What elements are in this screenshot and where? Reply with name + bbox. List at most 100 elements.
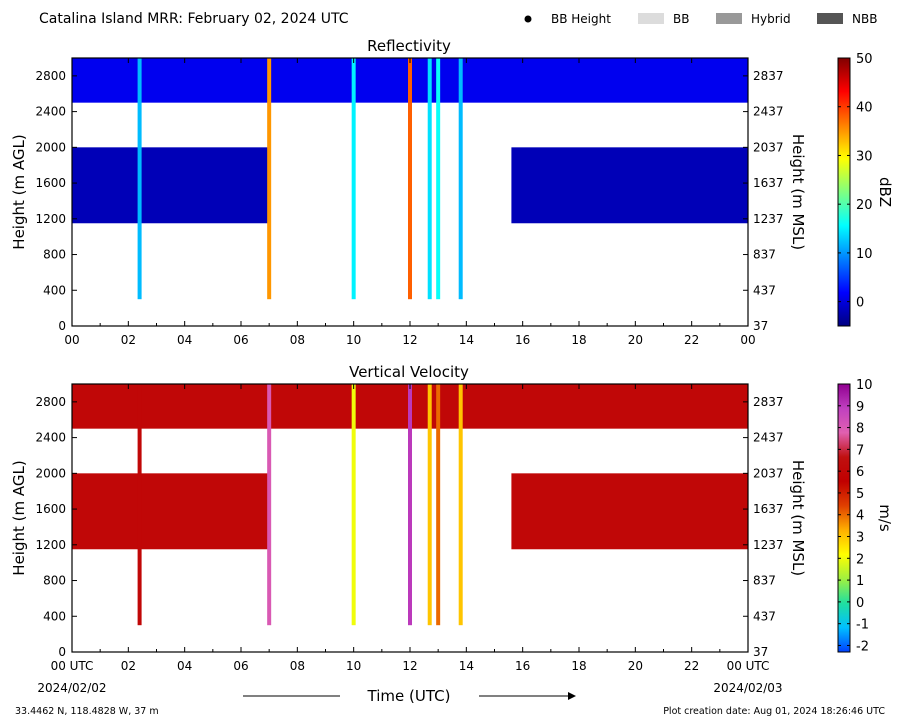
- precip-column-1: [267, 384, 272, 626]
- x-tick-label: 02: [121, 333, 136, 347]
- x-tick-label: 16: [515, 333, 530, 347]
- precip-column-2: [351, 58, 356, 300]
- x-tick-label: 12: [402, 659, 417, 673]
- echo-layer-1: [72, 473, 270, 550]
- colorbar-tick-label: -1: [856, 618, 869, 633]
- colorbar-tick-label: 0: [856, 596, 864, 611]
- vertical-velocity-ylabel-left: Height (m AGL): [10, 460, 28, 575]
- precip-column-5: [436, 58, 441, 300]
- legend-bb-swatch: [638, 13, 664, 24]
- reflectivity-ylabel-left: Height (m AGL): [10, 134, 28, 249]
- vertical-velocity-ylabel-right: Height (m MSL): [789, 460, 807, 576]
- x-tick-label: 04: [177, 333, 192, 347]
- reflectivity-colorbar-label: dBZ: [876, 177, 894, 207]
- colorbar-gradient: [837, 57, 851, 327]
- colorbar-tick-label: 30: [856, 149, 873, 164]
- x-tick-label: 02: [121, 659, 136, 673]
- y-tick-label: 2000: [35, 140, 66, 154]
- legend-hybrid-label: Hybrid: [751, 12, 791, 26]
- vertical-velocity-panel: Vertical Velocity 00 UTC 02 04 06 08 10 12 14 16…: [10, 363, 894, 673]
- legend-bb-label: BB: [673, 12, 689, 26]
- colorbar-tick-label: 10: [856, 247, 873, 262]
- colorbar-tick-label: 6: [856, 465, 864, 480]
- y-tick-label-right: 2837: [753, 395, 784, 409]
- x-tick-label: 06: [233, 333, 248, 347]
- x-tick-label: 22: [684, 659, 699, 673]
- y-tick-label-right: 1237: [753, 538, 784, 552]
- y-tick-label: 0: [58, 319, 66, 333]
- y-tick-label-right: 2437: [753, 105, 784, 119]
- colorbar-tick-label: 50: [856, 52, 873, 67]
- reflectivity-colorbar: 0 10 20 30 40 50: [837, 52, 873, 327]
- legend-nbb-swatch: [817, 13, 843, 24]
- colorbar-tick-label: 7: [856, 443, 864, 458]
- y-tick-label: 1200: [35, 538, 66, 552]
- colorbar-tick-label: 0: [856, 296, 864, 311]
- y-tick-label-right: 37: [753, 645, 768, 659]
- precip-column-1: [267, 58, 272, 300]
- precip-column-3: [408, 58, 412, 300]
- time-axis-label: Time (UTC): [367, 687, 451, 705]
- y-tick-label-right: 2437: [753, 431, 784, 445]
- reflectivity-data: [72, 58, 748, 300]
- x-tick-label: 18: [571, 333, 586, 347]
- y-tick-label-right: 437: [753, 609, 776, 623]
- x-tick-label: 00 UTC: [727, 659, 770, 673]
- precip-column-3: [408, 384, 412, 626]
- colorbar-tick-label: 40: [856, 101, 873, 116]
- echo-layer-2: [511, 473, 748, 550]
- precip-column-6: [458, 384, 463, 626]
- x-tick-label: 00: [740, 333, 755, 347]
- precip-column-0: [137, 58, 142, 300]
- vertical-velocity-colorbar-label: m/s: [876, 504, 894, 532]
- colorbar-tick-label: 2: [856, 552, 864, 567]
- legend-hybrid-swatch: [716, 13, 742, 24]
- precip-column-0: [137, 384, 142, 626]
- x-tick-label: 18: [571, 659, 586, 673]
- colorbar-tick-label: 1: [856, 574, 864, 589]
- colorbar-tick-label: 5: [856, 487, 864, 502]
- y-tick-label-right: 1637: [753, 176, 784, 190]
- y-tick-label: 400: [43, 283, 66, 297]
- colorbar-gradient: [837, 383, 851, 653]
- precip-column-5: [436, 384, 441, 626]
- legend-nbb-label: NBB: [852, 12, 877, 26]
- figure-title: Catalina Island MRR: February 02, 2024 U…: [39, 11, 349, 27]
- y-tick-label-right: 37: [753, 319, 768, 333]
- legend: BB Height BB Hybrid NBB: [524, 12, 877, 26]
- x-tick-label: 12: [402, 333, 417, 347]
- x-tick-label: 14: [459, 333, 474, 347]
- vertical-velocity-colorbar: -2 -1 0 1 2 3 4 5 6 7 8 9 10: [837, 378, 873, 654]
- y-tick-label: 2800: [35, 395, 66, 409]
- colorbar-tick-label: 8: [856, 422, 864, 437]
- legend-bb-height-label: BB Height: [551, 12, 611, 26]
- precip-column-4: [427, 384, 432, 626]
- y-tick-label: 2400: [35, 105, 66, 119]
- y-tick-label-right: 1237: [753, 212, 784, 226]
- x-tick-label: 04: [177, 659, 192, 673]
- x-tick-label: 00: [64, 333, 79, 347]
- colorbar-tick-label: -2: [856, 639, 869, 654]
- reflectivity-ylabel-right: Height (m MSL): [789, 134, 807, 250]
- y-tick-label: 1600: [35, 176, 66, 190]
- x-tick-label: 10: [346, 333, 361, 347]
- y-tick-label: 1600: [35, 502, 66, 516]
- colorbar-tick-label: 20: [856, 198, 873, 213]
- colorbar-tick-label: 10: [856, 378, 873, 393]
- y-tick-label-right: 2037: [753, 140, 784, 154]
- y-tick-label-right: 837: [753, 574, 776, 588]
- legend-bb-height-marker: [524, 15, 532, 23]
- y-tick-label-right: 837: [753, 248, 776, 262]
- echo-layer-2: [511, 147, 748, 224]
- y-tick-label: 800: [43, 248, 66, 262]
- y-tick-label: 800: [43, 574, 66, 588]
- precip-column-2: [351, 384, 356, 626]
- y-tick-label: 1200: [35, 212, 66, 226]
- echo-layer-1: [72, 147, 270, 224]
- time-arrow-head: [568, 692, 576, 700]
- location-text: 33.4462 N, 118.4828 W, 37 m: [15, 706, 159, 717]
- y-tick-label-right: 2837: [753, 69, 784, 83]
- colorbar-tick-label: 9: [856, 400, 864, 415]
- x-tick-label: 14: [459, 659, 474, 673]
